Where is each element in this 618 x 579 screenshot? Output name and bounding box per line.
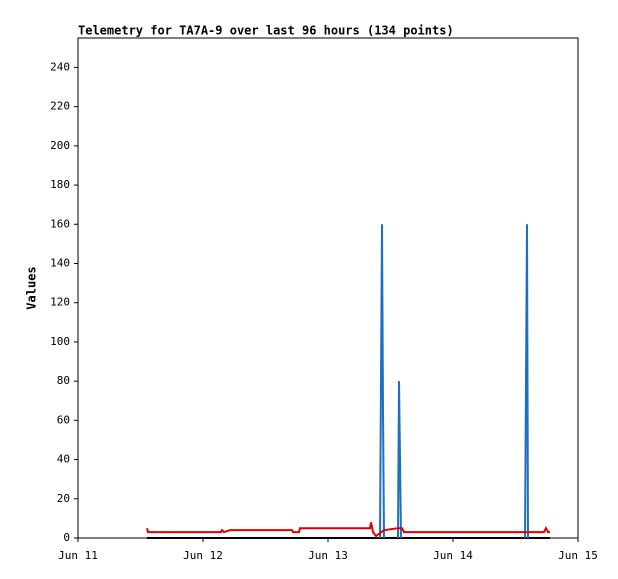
- y-tick-label: 120: [50, 296, 70, 309]
- y-axis-label: Values: [25, 266, 39, 309]
- x-tick-label: Jun 14: [433, 549, 473, 562]
- y-tick-label: 240: [50, 60, 70, 73]
- y-tick-label: 100: [50, 335, 70, 348]
- series-line: [146, 522, 550, 538]
- y-tick-label: 180: [50, 178, 70, 191]
- x-tick-label: Jun 11: [58, 549, 98, 562]
- x-tick-label: Jun 12: [183, 549, 223, 562]
- series-line: [397, 381, 402, 539]
- y-tick-label: 220: [50, 100, 70, 113]
- y-tick-label: 140: [50, 256, 70, 269]
- y-tick-label: 60: [57, 413, 70, 426]
- chart-title: Telemetry for TA7A-9 over last 96 hours …: [78, 24, 454, 38]
- y-tick-label: 20: [57, 492, 70, 505]
- series-line: [379, 224, 385, 539]
- y-tick-label: 0: [63, 531, 70, 544]
- x-tick-label: Jun 13: [308, 549, 348, 562]
- y-tick-label: 40: [57, 453, 70, 466]
- x-tick-label: Jun 15: [558, 549, 598, 562]
- y-tick-label: 200: [50, 139, 70, 152]
- series-line: [524, 224, 529, 539]
- plot-frame: [77, 37, 579, 539]
- y-tick-label: 160: [50, 217, 70, 230]
- y-tick-label: 80: [57, 374, 70, 387]
